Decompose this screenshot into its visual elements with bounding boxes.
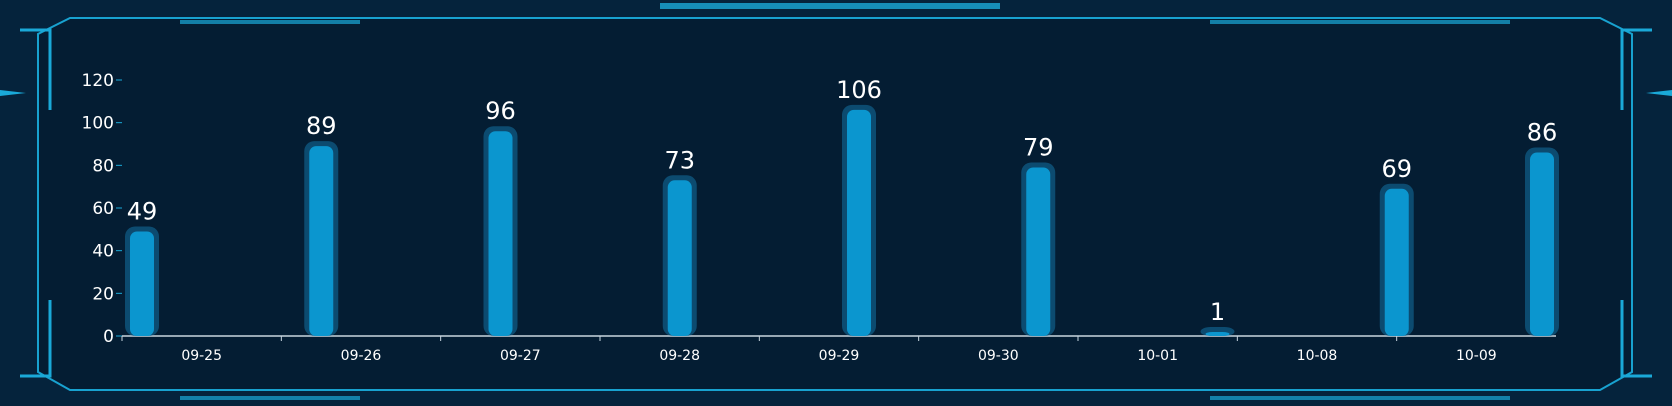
panel-border bbox=[37, 17, 1633, 391]
x-tick-label: 10-09 bbox=[1456, 348, 1497, 364]
bar-value-label: 86 bbox=[1527, 119, 1558, 147]
x-axis: 09-25 09-26 09-27 09-28 09-29 09-30 10-01 10-08… bbox=[121, 335, 1556, 364]
x-tick-label: 09-28 bbox=[659, 348, 700, 364]
x-tick-label: 09-26 bbox=[341, 348, 382, 364]
bar-value-label: 49 bbox=[127, 197, 158, 225]
y-tick-label: 60 bbox=[92, 199, 114, 219]
bar-value-label: 79 bbox=[1023, 133, 1054, 161]
side-marker-left bbox=[0, 90, 26, 96]
bar bbox=[130, 231, 154, 336]
bar-series bbox=[125, 104, 1559, 336]
bar bbox=[1205, 332, 1230, 336]
top-accent-bar bbox=[660, 3, 1000, 9]
bar bbox=[1530, 152, 1554, 336]
corner-top-left bbox=[20, 28, 52, 110]
bottom-accent-left bbox=[180, 396, 360, 400]
bar-value-label: 1 bbox=[1210, 298, 1225, 326]
bar bbox=[847, 109, 871, 336]
x-tick-label: 09-27 bbox=[500, 348, 541, 364]
x-tick-label: 09-30 bbox=[978, 348, 1019, 364]
data-labels: 49 89 96 73 106 79 1 69 86 bbox=[127, 76, 1558, 326]
corner-top-right bbox=[1620, 28, 1652, 110]
bar-value-label: 69 bbox=[1381, 155, 1412, 183]
bottom-accent-right bbox=[1210, 396, 1510, 400]
bar bbox=[309, 146, 334, 336]
x-tick-label: 10-01 bbox=[1137, 348, 1178, 364]
x-tick-label: 09-25 bbox=[181, 348, 222, 364]
bar-value-label: 89 bbox=[306, 112, 337, 140]
y-tick-label: 120 bbox=[82, 71, 114, 91]
bar bbox=[488, 131, 513, 336]
bar-value-label: 106 bbox=[836, 76, 882, 104]
y-tick-label: 0 bbox=[103, 327, 114, 347]
x-tick-label: 09-29 bbox=[819, 348, 860, 364]
corner-bottom-left bbox=[20, 300, 52, 378]
x-tick-label: 10-08 bbox=[1297, 348, 1338, 364]
y-tick-label: 80 bbox=[92, 156, 114, 176]
bar-value-label: 73 bbox=[664, 146, 695, 174]
top-accent-right bbox=[1210, 20, 1510, 24]
side-marker-right bbox=[1646, 90, 1672, 96]
y-tick-label: 20 bbox=[92, 284, 114, 304]
bar bbox=[1384, 188, 1409, 336]
y-tick-label: 100 bbox=[82, 114, 114, 134]
bar bbox=[667, 180, 692, 336]
top-accent-left bbox=[180, 20, 360, 24]
bar bbox=[1026, 167, 1051, 336]
y-axis: 0 20 40 60 80 100 120 bbox=[82, 71, 122, 347]
corner-bottom-right bbox=[1620, 300, 1652, 378]
bar-value-label: 96 bbox=[485, 97, 516, 125]
y-tick-label: 40 bbox=[92, 242, 114, 262]
